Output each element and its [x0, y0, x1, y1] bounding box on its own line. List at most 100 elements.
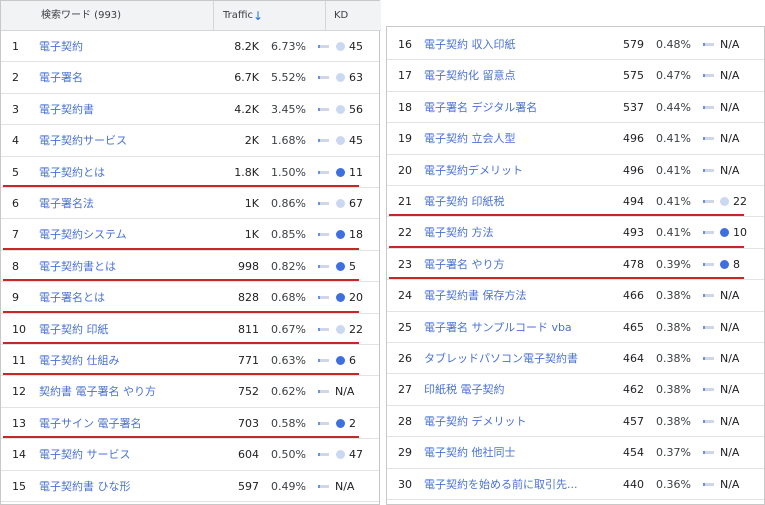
- row-number: 20: [398, 163, 412, 177]
- column-header-keyword[interactable]: 検索ワード (993): [41, 10, 122, 21]
- traffic-value: 464: [623, 352, 644, 365]
- table-row: 16 電子契約 収入印紙 579 0.48% N/A: [387, 29, 764, 61]
- keyword-link[interactable]: 電子契約 方法: [424, 226, 494, 240]
- table-row: 17 電子契約化 留意点 575 0.47% N/A: [387, 60, 764, 92]
- table-row: 29 電子契約 他社同士 454 0.37% N/A: [387, 437, 764, 469]
- keyword-link[interactable]: 電子契約化 留意点: [424, 69, 516, 83]
- keyword-link[interactable]: 電子契約 収入印紙: [424, 38, 516, 51]
- kd-difficulty-dot-icon: [336, 418, 345, 428]
- keyword-link[interactable]: 電子署名法: [39, 197, 94, 210]
- highlight-underline: [3, 373, 359, 376]
- keyword-link[interactable]: 印紙税 電子契約: [424, 383, 505, 397]
- highlight-underline: [3, 279, 359, 282]
- keyword-link[interactable]: 電子署名 サンプルコード vba: [424, 320, 572, 334]
- table-row: 18 電子署名 デジタル署名 537 0.44% N/A: [387, 92, 764, 124]
- traffic-value: 604: [238, 448, 259, 462]
- keyword-link[interactable]: 電子契約を始める前に取引先...: [424, 477, 578, 491]
- traffic-share: 1.50%: [271, 165, 306, 179]
- trend-bar-icon: [703, 168, 714, 172]
- table-row: 6 電子署名法 1K 0.86% 67: [1, 188, 379, 220]
- traffic-share: 0.62%: [271, 385, 306, 399]
- row-number: 21: [398, 195, 412, 208]
- kd-difficulty-dot-icon: [336, 324, 345, 334]
- keyword-link[interactable]: 電子契約 立会人型: [424, 132, 516, 146]
- traffic-value: 8.2K: [234, 40, 259, 53]
- keyword-link[interactable]: タブレッドパソコン電子契約書: [424, 352, 578, 365]
- traffic-value: 4.2K: [234, 102, 259, 116]
- trend-bar-icon: [318, 233, 329, 237]
- column-header-kd[interactable]: KD: [334, 10, 349, 21]
- trend-bar-icon: [703, 105, 714, 109]
- keyword-link[interactable]: 電子契約書 ひな形: [39, 479, 131, 493]
- kd-difficulty-dot-icon: [720, 259, 729, 269]
- column-header-traffic[interactable]: Traffic: [223, 10, 254, 21]
- keyword-link[interactable]: 電子契約書とは: [39, 259, 116, 273]
- kd-value: 10: [733, 226, 747, 240]
- keyword-link[interactable]: 電子契約書 保存方法: [424, 289, 527, 303]
- kd-value: N/A: [720, 383, 740, 397]
- kd-difficulty-dot-icon: [336, 450, 345, 460]
- table-row: 13 電子サイン 電子署名 703 0.58% 2: [1, 408, 379, 440]
- traffic-share: 0.86%: [271, 197, 306, 210]
- table-row: 10 電子契約 印紙 811 0.67% 22: [1, 314, 379, 345]
- trend-bar-icon: [318, 296, 329, 300]
- trend-bar-icon: [318, 264, 329, 268]
- trend-bar-icon: [703, 262, 714, 266]
- keyword-link[interactable]: 電子サイン 電子署名: [39, 416, 142, 430]
- trend-bar-icon: [318, 421, 329, 425]
- traffic-share: 0.49%: [271, 479, 306, 493]
- traffic-share: 6.73%: [271, 40, 306, 53]
- traffic-value: 579: [623, 38, 644, 51]
- kd-difficulty-dot-icon: [336, 261, 345, 271]
- keyword-link[interactable]: 電子契約システム: [39, 228, 127, 242]
- keyword-link[interactable]: 電子署名 やり方: [424, 257, 505, 271]
- traffic-share: 0.41%: [656, 163, 691, 177]
- kd-difficulty-dot-icon: [336, 167, 345, 177]
- kd-value: 45: [349, 134, 363, 148]
- kd-difficulty-dot-icon: [336, 230, 345, 240]
- trend-bar-icon: [703, 419, 714, 423]
- kd-value: 22: [349, 322, 363, 336]
- keyword-link[interactable]: 電子契約デメリット: [424, 163, 523, 177]
- keyword-link[interactable]: 電子契約 仕組み: [39, 354, 120, 367]
- kd-value: N/A: [720, 289, 740, 303]
- keyword-link[interactable]: 電子契約 サービス: [39, 448, 131, 462]
- table-row: 30 電子契約を始める前に取引先... 440 0.36% N/A: [387, 469, 764, 500]
- keyword-link[interactable]: 電子契約とは: [39, 165, 105, 179]
- keyword-link[interactable]: 電子契約 印紙税: [424, 195, 505, 208]
- keyword-link[interactable]: 電子契約 印紙: [39, 322, 109, 336]
- trend-bar-icon: [703, 231, 714, 235]
- table-row: 24 電子契約書 保存方法 466 0.38% N/A: [387, 280, 764, 312]
- row-number: 25: [398, 320, 412, 334]
- keyword-link[interactable]: 電子署名とは: [39, 291, 105, 305]
- keyword-link[interactable]: 電子契約サービス: [39, 134, 127, 148]
- traffic-value: 1K: [244, 228, 259, 242]
- kd-value: N/A: [720, 69, 740, 83]
- sort-descending-icon[interactable]: ↓: [253, 9, 264, 23]
- table-row: 26 タブレッドパソコン電子契約書 464 0.38% N/A: [387, 343, 764, 375]
- keyword-link[interactable]: 電子署名 デジタル署名: [424, 100, 538, 114]
- row-number: 27: [398, 383, 412, 397]
- trend-bar-icon: [318, 170, 329, 174]
- traffic-value: 457: [623, 414, 644, 428]
- row-number: 6: [12, 197, 19, 210]
- traffic-share: 0.41%: [656, 195, 691, 208]
- trend-bar-icon: [703, 200, 714, 203]
- highlight-underline: [3, 436, 359, 439]
- keyword-link[interactable]: 電子契約書: [39, 102, 94, 116]
- traffic-share: 0.44%: [656, 100, 691, 114]
- traffic-value: 537: [623, 100, 644, 114]
- row-number: 30: [398, 477, 412, 491]
- kd-difficulty-dot-icon: [336, 199, 345, 208]
- row-number: 26: [398, 352, 412, 365]
- row-number: 4: [12, 134, 19, 148]
- keyword-link[interactable]: 電子契約 デメリット: [424, 414, 527, 428]
- keyword-link[interactable]: 契約書 電子署名 やり方: [39, 385, 156, 399]
- highlight-underline: [389, 245, 744, 248]
- keyword-link[interactable]: 電子契約 他社同士: [424, 446, 516, 460]
- keyword-table-left: 検索ワード (993) Traffic ↓ KD 1 電子契約 8.2K 6.73% 4…: [0, 0, 381, 505]
- kd-value: N/A: [720, 163, 740, 177]
- keyword-link[interactable]: 電子署名: [39, 71, 83, 85]
- row-number: 15: [12, 479, 26, 493]
- keyword-link[interactable]: 電子契約: [39, 40, 83, 53]
